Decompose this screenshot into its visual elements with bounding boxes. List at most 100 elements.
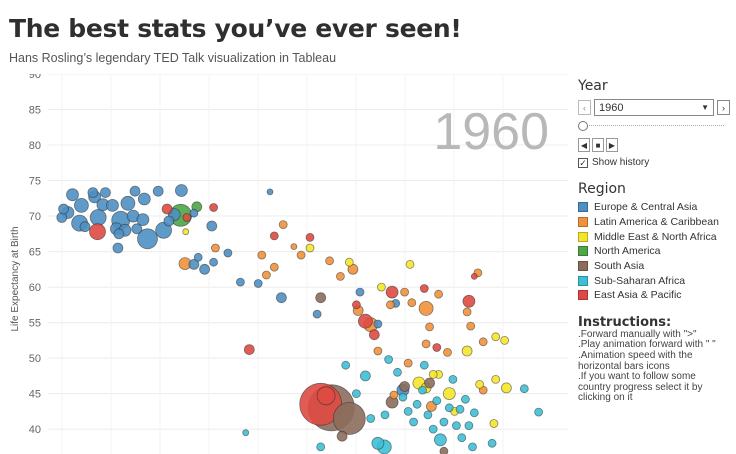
country-bubble[interactable]	[344, 257, 354, 267]
country-bubble[interactable]	[409, 417, 419, 427]
country-bubble[interactable]	[419, 360, 429, 370]
country-bubble[interactable]	[305, 232, 315, 242]
country-bubble[interactable]	[269, 262, 279, 272]
country-bubble[interactable]	[129, 185, 141, 197]
country-bubble[interactable]	[442, 387, 456, 401]
country-bubble[interactable]	[188, 258, 200, 270]
country-bubble[interactable]	[418, 300, 434, 316]
country-bubble[interactable]	[385, 285, 399, 299]
country-bubble[interactable]	[439, 446, 449, 454]
country-bubble[interactable]	[74, 197, 89, 213]
country-bubble[interactable]	[464, 421, 474, 431]
country-bubble[interactable]	[461, 345, 473, 357]
country-bubble[interactable]	[468, 442, 477, 452]
data-points[interactable]	[56, 184, 543, 454]
legend-item-middle-east-north-africa[interactable]: Middle East & North Africa	[578, 229, 730, 244]
country-bubble[interactable]	[423, 410, 433, 420]
country-bubble[interactable]	[478, 337, 488, 347]
country-bubble[interactable]	[389, 390, 399, 400]
country-bubble[interactable]	[355, 287, 365, 297]
country-bubble[interactable]	[428, 369, 438, 379]
country-bubble[interactable]	[182, 213, 192, 222]
legend-item-europe-central-asia[interactable]: Europe & Central Asia	[578, 200, 730, 215]
country-bubble[interactable]	[359, 370, 371, 382]
year-dropdown[interactable]: 1960 ▼	[594, 99, 714, 116]
country-bubble[interactable]	[131, 223, 143, 235]
country-bubble[interactable]	[58, 203, 69, 215]
country-bubble[interactable]	[315, 292, 327, 304]
prev-year-button[interactable]: ‹	[578, 100, 591, 115]
country-bubble[interactable]	[491, 374, 501, 384]
country-bubble[interactable]	[278, 220, 288, 230]
country-bubble[interactable]	[253, 279, 263, 288]
country-bubble[interactable]	[385, 300, 395, 310]
legend-item-sub-saharan-africa[interactable]: Sub-Saharan Africa	[578, 273, 730, 288]
country-bubble[interactable]	[290, 243, 298, 251]
country-bubble[interactable]	[451, 421, 461, 431]
country-bubble[interactable]	[206, 220, 218, 232]
country-bubble[interactable]	[100, 187, 111, 198]
country-bubble[interactable]	[357, 313, 373, 329]
country-bubble[interactable]	[199, 263, 211, 275]
country-bubble[interactable]	[373, 319, 383, 329]
country-bubble[interactable]	[489, 419, 499, 428]
country-bubble[interactable]	[475, 379, 485, 389]
country-bubble[interactable]	[371, 436, 385, 450]
country-bubble[interactable]	[335, 271, 345, 281]
country-bubble[interactable]	[443, 347, 452, 357]
country-bubble[interactable]	[87, 187, 99, 198]
country-bubble[interactable]	[393, 367, 402, 377]
country-bubble[interactable]	[398, 392, 408, 402]
country-bubble[interactable]	[112, 242, 124, 254]
country-bubble[interactable]	[424, 377, 436, 389]
next-year-button[interactable]: ›	[717, 100, 730, 115]
country-bubble[interactable]	[500, 382, 512, 394]
country-bubble[interactable]	[380, 410, 390, 420]
country-bubble[interactable]	[325, 256, 335, 266]
country-bubble[interactable]	[155, 221, 173, 239]
country-bubble[interactable]	[368, 329, 380, 341]
country-bubble[interactable]	[341, 360, 351, 370]
country-bubble[interactable]	[351, 300, 361, 310]
country-bubble[interactable]	[113, 228, 125, 240]
country-bubble[interactable]	[316, 442, 326, 452]
country-bubble[interactable]	[405, 259, 415, 269]
country-bubble[interactable]	[89, 223, 106, 241]
legend-item-north-america[interactable]: North America	[578, 244, 730, 259]
country-bubble[interactable]	[182, 228, 190, 236]
country-bubble[interactable]	[275, 292, 287, 304]
show-history-checkbox[interactable]: ✓	[578, 157, 588, 168]
country-bubble[interactable]	[261, 270, 271, 280]
country-bubble[interactable]	[491, 332, 501, 342]
country-bubble[interactable]	[457, 433, 467, 443]
country-bubble[interactable]	[444, 403, 454, 413]
country-bubble[interactable]	[336, 430, 348, 442]
country-bubble[interactable]	[296, 250, 306, 260]
country-bubble[interactable]	[403, 358, 413, 368]
country-bubble[interactable]	[235, 277, 245, 287]
show-history-toggle[interactable]: ✓ Show history	[578, 157, 730, 168]
country-bubble[interactable]	[163, 215, 175, 227]
country-bubble[interactable]	[519, 384, 529, 394]
country-bubble[interactable]	[89, 209, 107, 226]
country-bubble[interactable]	[242, 429, 250, 437]
country-bubble[interactable]	[434, 289, 444, 299]
country-bubble[interactable]	[428, 424, 438, 434]
country-bubble[interactable]	[376, 282, 386, 292]
country-bubble[interactable]	[161, 203, 173, 215]
country-bubble[interactable]	[120, 195, 136, 211]
country-bubble[interactable]	[534, 407, 543, 417]
country-bubble[interactable]	[384, 355, 394, 364]
country-bubble[interactable]	[137, 192, 151, 206]
country-bubble[interactable]	[66, 188, 79, 202]
legend-item-east-asia-pacific[interactable]: East Asia & Pacific	[578, 288, 730, 303]
country-bubble[interactable]	[312, 309, 322, 319]
country-bubble[interactable]	[400, 287, 410, 297]
country-bubble[interactable]	[487, 438, 497, 448]
country-bubble[interactable]	[269, 231, 279, 241]
country-bubble[interactable]	[351, 389, 361, 399]
legend-item-south-asia[interactable]: South Asia	[578, 259, 730, 274]
country-bubble[interactable]	[421, 339, 431, 349]
country-bubble[interactable]	[266, 188, 274, 196]
country-bubble[interactable]	[257, 250, 267, 260]
